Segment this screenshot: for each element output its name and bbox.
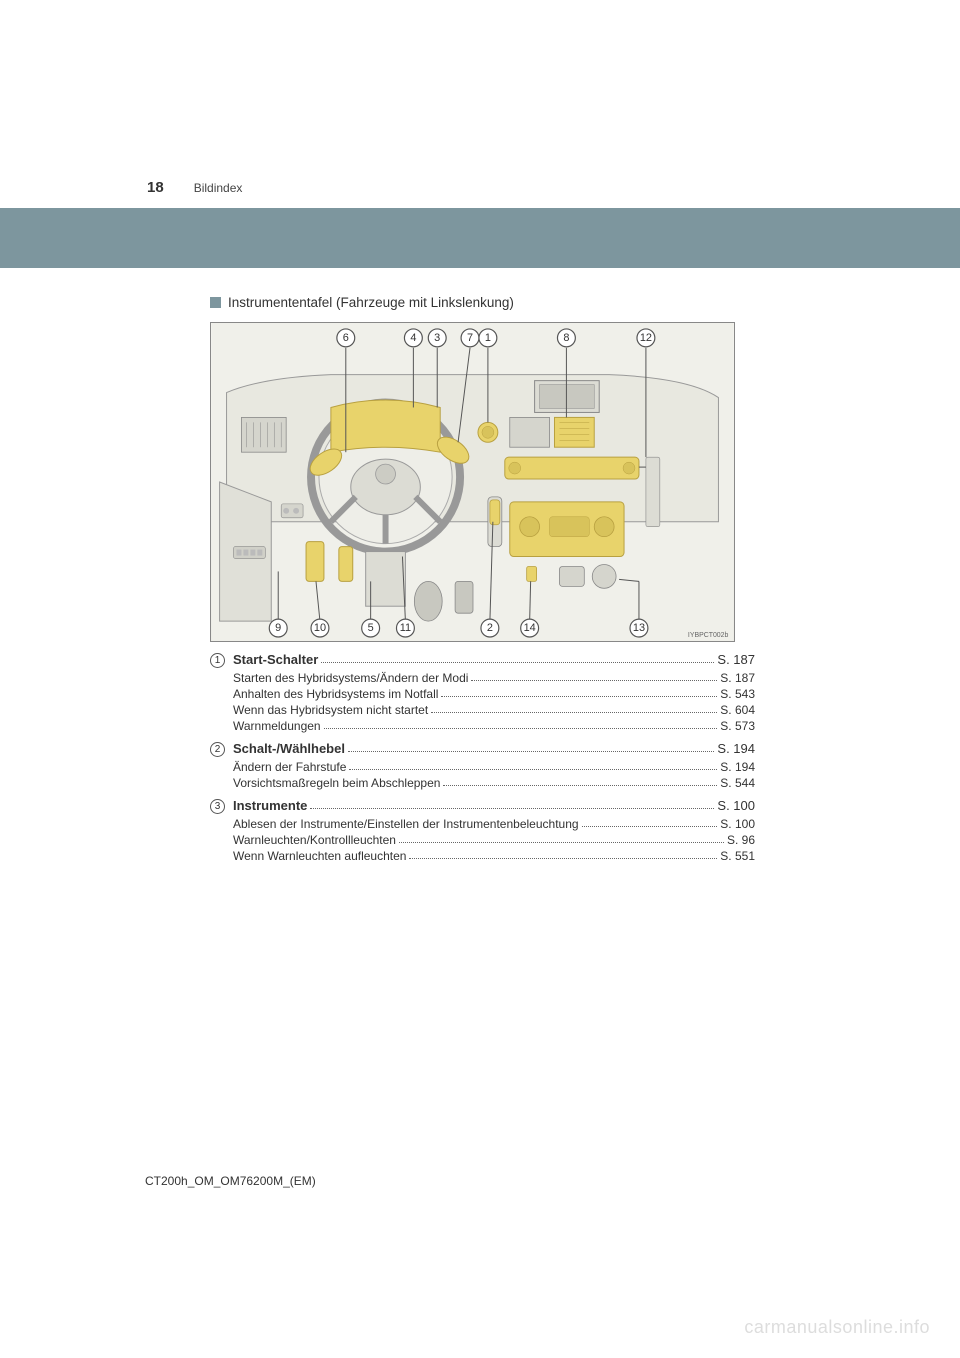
svg-text:5: 5 [368,622,374,634]
index-sub-page: S. 543 [720,687,755,701]
index-list: 1 Start-Schalter S. 187 Starten des Hybr… [210,652,755,863]
svg-text:9: 9 [275,622,281,634]
callout-12: 12 [637,329,655,347]
dashboard-diagram: 6 4 3 7 1 8 12 9 10 5 11 2 14 13 IYBPCT0… [210,322,735,642]
callout-13: 13 [630,619,648,637]
page-number: 18 [147,179,164,196]
index-number-circle: 2 [210,742,225,757]
header-band [0,208,960,268]
svg-text:6: 6 [343,332,349,344]
dot-leader [349,769,717,770]
svg-text:8: 8 [563,332,569,344]
index-sub-row: Warnmeldungen S. 573 [233,719,755,733]
callout-8: 8 [557,329,575,347]
dot-leader [348,751,714,752]
index-sub-page: S. 100 [720,817,755,831]
content: Instrumententafel (Fahrzeuge mit Linksle… [210,295,755,871]
index-sub-label: Warnleuchten/Kontrollleuchten [233,833,396,847]
index-sub-row: Anhalten des Hybridsystems im Notfall S.… [233,687,755,701]
page-number-row: 18 Bildindex [0,175,960,196]
dot-leader [399,842,724,843]
index-sub-row: Starten des Hybridsystems/Ändern der Mod… [233,671,755,685]
dot-leader [443,785,717,786]
dot-leader [441,696,717,697]
index-sub-label: Starten des Hybridsystems/Ändern der Mod… [233,671,468,685]
svg-text:13: 13 [633,622,645,634]
index-sub-label: Vorsichtsmaßregeln beim Abschleppen [233,776,440,790]
index-number-circle: 3 [210,799,225,814]
dot-leader [324,728,718,729]
index-item: 1 Start-Schalter S. 187 Starten des Hybr… [210,652,755,733]
index-sub-label: Wenn Warnleuchten aufleuchten [233,849,406,863]
svg-text:14: 14 [524,622,536,634]
svg-text:10: 10 [314,622,326,634]
index-label: Instrumente [233,798,307,813]
index-sub-label: Ändern der Fahrstufe [233,760,346,774]
watermark: carmanualsonline.info [744,1317,930,1338]
index-sub-page: S. 96 [727,833,755,847]
svg-text:7: 7 [467,332,473,344]
index-main-row: 2 Schalt-/Wählhebel S. 194 [210,741,755,757]
section-name: Bildindex [194,181,243,195]
index-item: 3 Instrumente S. 100 Ablesen der Instrum… [210,798,755,863]
square-bullet-icon [210,297,221,308]
svg-text:11: 11 [400,622,411,634]
index-number-circle: 1 [210,653,225,668]
index-sub-page: S. 573 [720,719,755,733]
diagram-svg: 6 4 3 7 1 8 12 9 10 5 11 2 14 13 IYBPCT0… [211,323,734,641]
index-sub-row: Warnleuchten/Kontrollleuchten S. 96 [233,833,755,847]
svg-text:12: 12 [640,332,652,344]
callout-14: 14 [521,619,539,637]
callout-2: 2 [481,619,499,637]
callout-7: 7 [461,329,479,347]
svg-text:4: 4 [410,332,416,344]
index-sub-row: Wenn das Hybridsystem nicht startet S. 6… [233,703,755,717]
callout-10: 10 [311,619,329,637]
header: 18 Bildindex [0,175,960,270]
callout-4: 4 [404,329,422,347]
index-sub-row: Wenn Warnleuchten aufleuchten S. 551 [233,849,755,863]
callout-3: 3 [428,329,446,347]
dot-leader [310,808,714,809]
index-sub-label: Wenn das Hybridsystem nicht startet [233,703,428,717]
dot-leader [321,662,714,663]
callout-9: 9 [269,619,287,637]
index-sub-label: Ablesen der Instrumente/Einstellen der I… [233,817,579,831]
index-sub-page: S. 544 [720,776,755,790]
svg-text:3: 3 [434,332,440,344]
index-sub-label: Anhalten des Hybridsystems im Notfall [233,687,438,701]
index-item: 2 Schalt-/Wählhebel S. 194 Ändern der Fa… [210,741,755,790]
index-page: S. 194 [717,741,755,756]
index-label: Start-Schalter [233,652,318,667]
callout-11: 11 [396,619,414,637]
index-sub-page: S. 604 [720,703,755,717]
dot-leader [471,680,717,681]
subtitle-text: Instrumententafel (Fahrzeuge mit Linksle… [228,295,514,310]
dot-leader [431,712,717,713]
subtitle-row: Instrumententafel (Fahrzeuge mit Linksle… [210,295,755,310]
index-sub-page: S. 551 [720,849,755,863]
footer-code: CT200h_OM_OM76200M_(EM) [145,1174,316,1188]
page: 18 Bildindex Instrumententafel (Fahrzeug… [0,0,960,1358]
index-sub-row: Ändern der Fahrstufe S. 194 [233,760,755,774]
dot-leader [582,826,718,827]
index-main-row: 3 Instrumente S. 100 [210,798,755,814]
index-main-row: 1 Start-Schalter S. 187 [210,652,755,668]
index-sub-row: Ablesen der Instrumente/Einstellen der I… [233,817,755,831]
callout-5: 5 [362,619,380,637]
dot-leader [409,858,717,859]
index-sub-row: Vorsichtsmaßregeln beim Abschleppen S. 5… [233,776,755,790]
index-sub-page: S. 187 [720,671,755,685]
svg-text:2: 2 [487,622,493,634]
svg-text:1: 1 [485,332,491,344]
index-page: S. 100 [717,798,755,813]
index-page: S. 187 [717,652,755,667]
index-sub-page: S. 194 [720,760,755,774]
index-label: Schalt-/Wählhebel [233,741,345,756]
index-sub-label: Warnmeldungen [233,719,321,733]
diagram-code: IYBPCT002b [688,632,729,639]
callout-1: 1 [479,329,497,347]
callout-6: 6 [337,329,355,347]
